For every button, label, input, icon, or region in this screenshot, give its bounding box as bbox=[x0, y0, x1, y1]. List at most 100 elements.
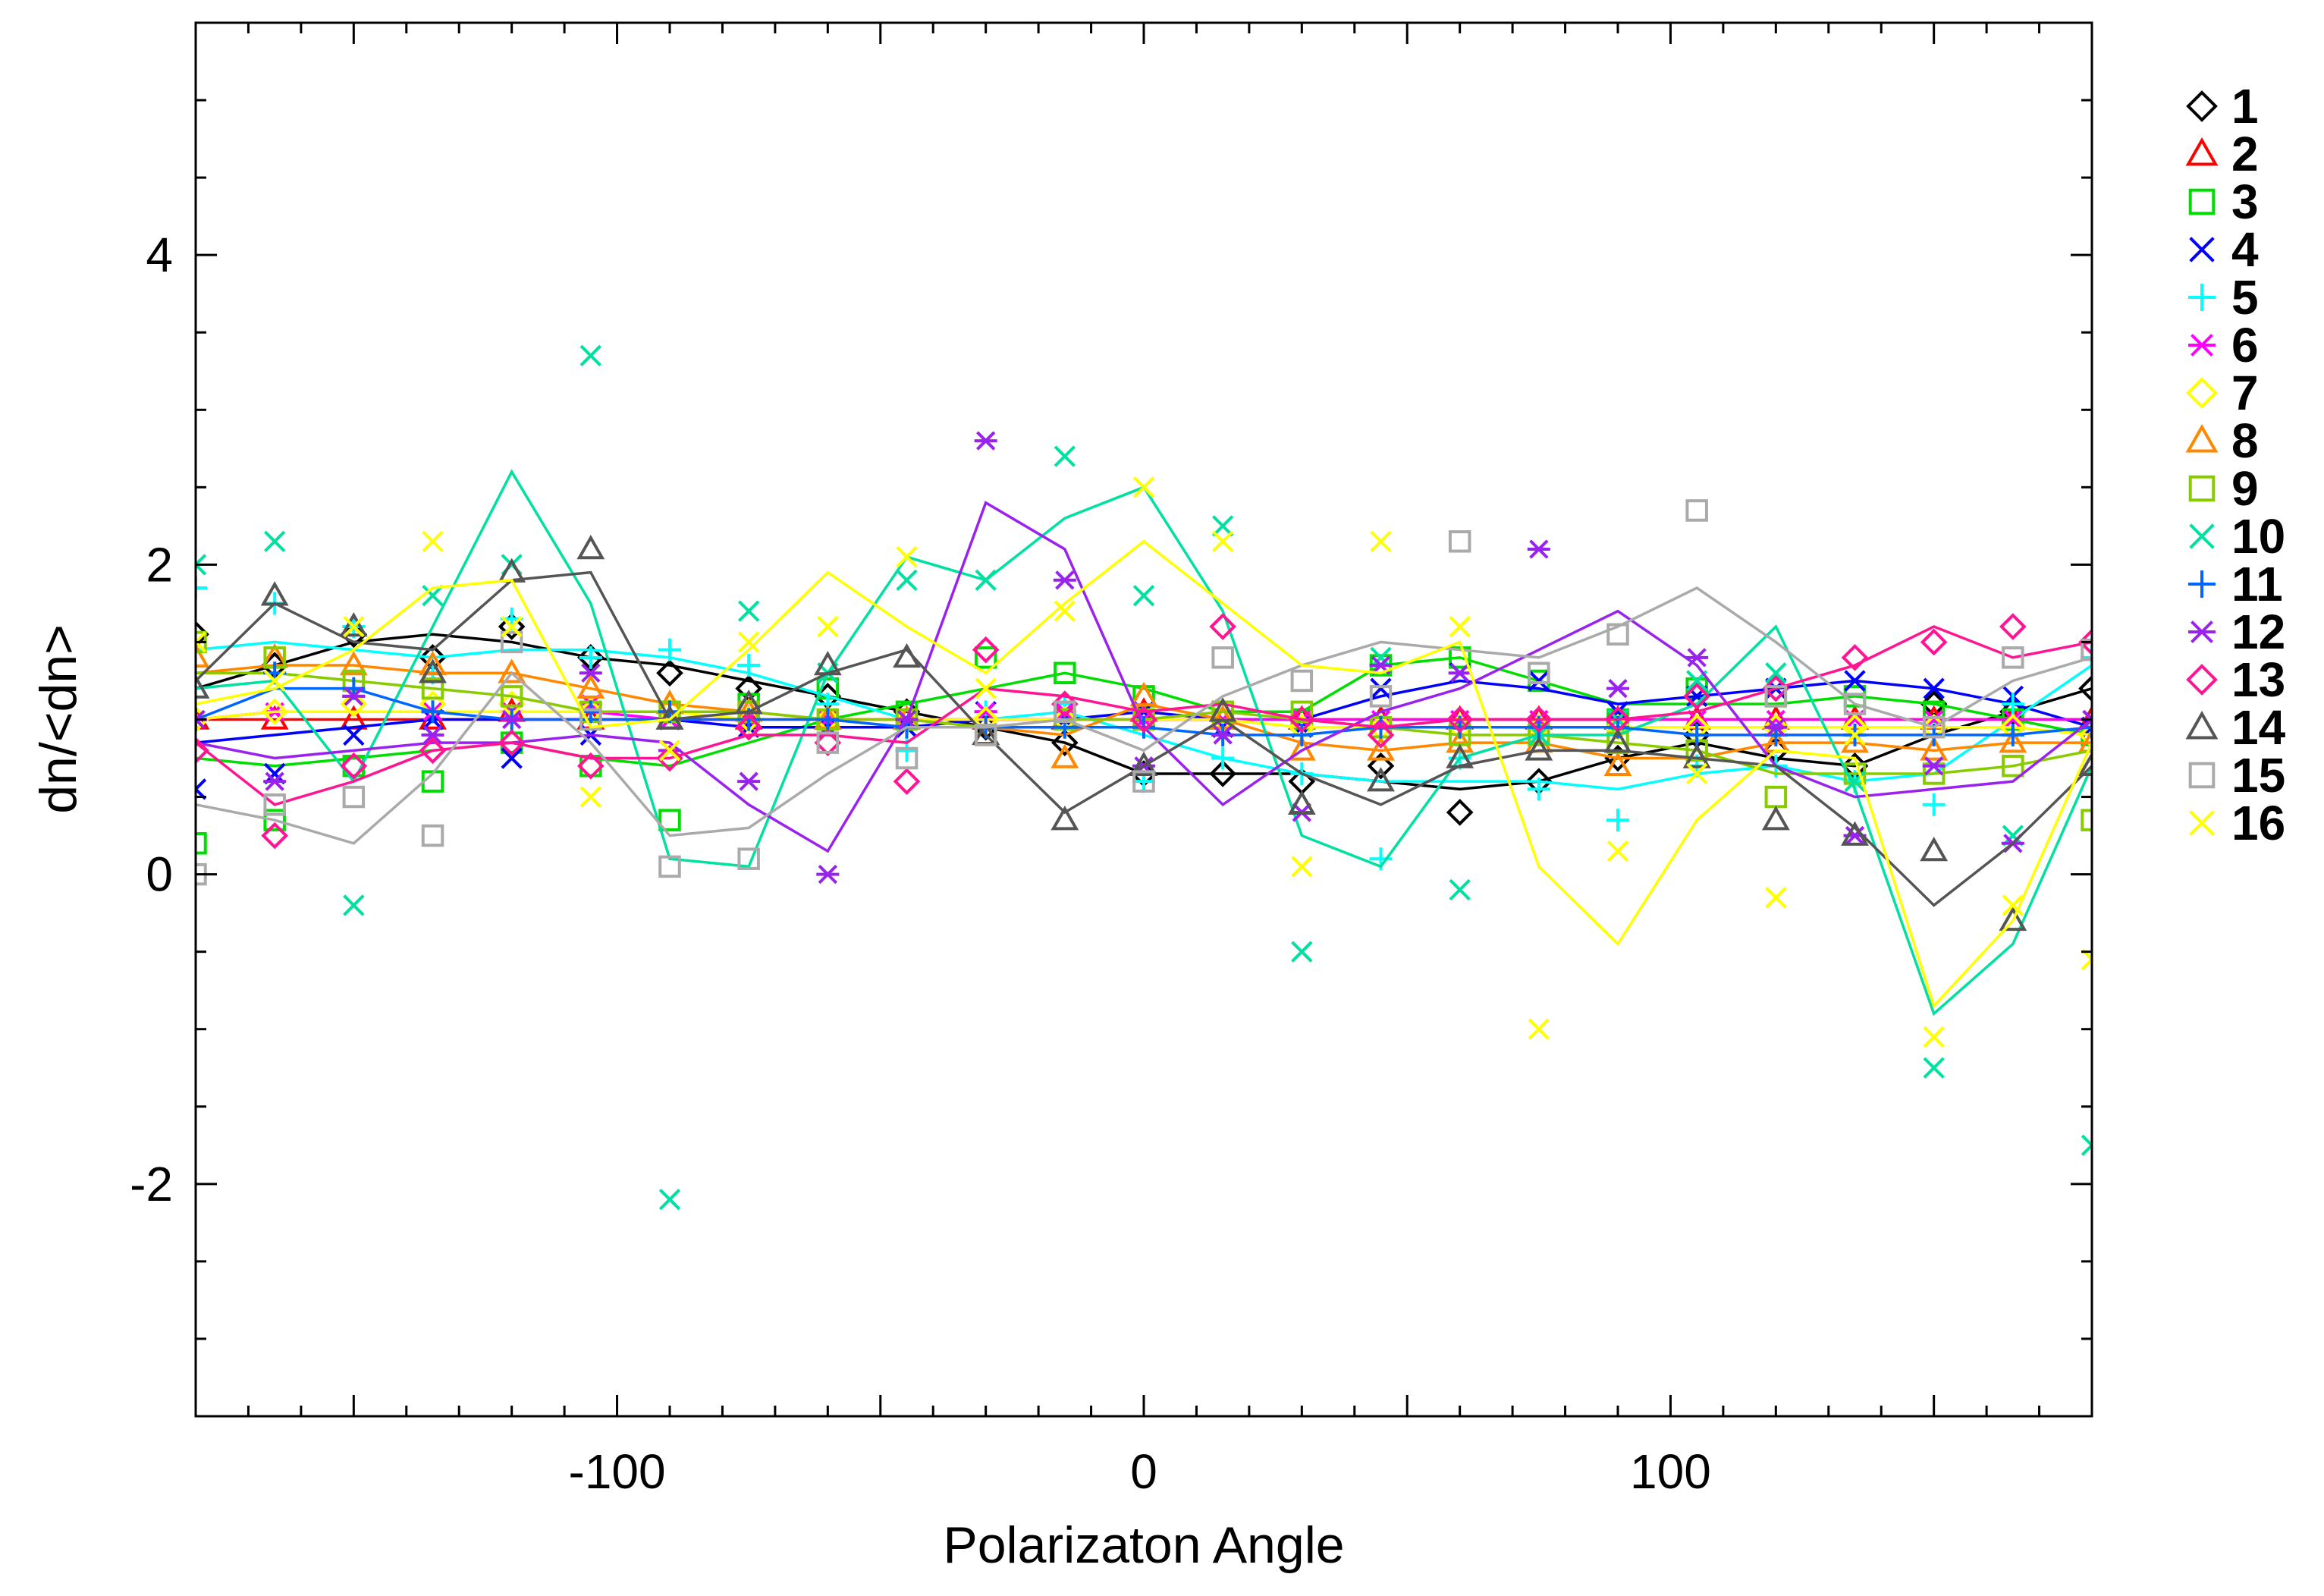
legend-marker bbox=[2186, 377, 2218, 409]
legend-item-7: 7 bbox=[2186, 366, 2259, 420]
legend-marker bbox=[2185, 423, 2219, 453]
data-point bbox=[1129, 681, 1158, 707]
data-point bbox=[264, 670, 286, 692]
data-point bbox=[1527, 778, 1550, 801]
data-point bbox=[734, 690, 763, 715]
data-point bbox=[1367, 767, 1395, 792]
data-point bbox=[1844, 670, 1866, 692]
data-point bbox=[422, 585, 444, 607]
legend-marker bbox=[2189, 810, 2215, 836]
data-point bbox=[1054, 445, 1076, 467]
data-point bbox=[196, 674, 210, 699]
data-point bbox=[1922, 793, 1946, 816]
data-point bbox=[895, 709, 919, 730]
data-point bbox=[263, 771, 287, 791]
data-point bbox=[1604, 744, 1632, 772]
data-point bbox=[2078, 628, 2092, 656]
data-point bbox=[260, 581, 289, 606]
data-point bbox=[1053, 702, 1076, 721]
data-point bbox=[261, 698, 288, 726]
data-point bbox=[1448, 663, 1471, 683]
data-point bbox=[196, 620, 209, 649]
data-point bbox=[1764, 785, 1788, 809]
legend-label: 2 bbox=[2231, 127, 2259, 181]
data-point bbox=[421, 824, 444, 847]
series-line-13 bbox=[196, 625, 2092, 806]
legend-item-9: 9 bbox=[2188, 461, 2259, 516]
data-point bbox=[1446, 705, 1474, 734]
legend-label: 8 bbox=[2231, 413, 2259, 468]
data-point bbox=[339, 651, 368, 676]
data-point bbox=[737, 654, 761, 677]
data-point bbox=[1841, 644, 1869, 671]
data-point bbox=[1920, 628, 1948, 656]
data-point bbox=[264, 530, 286, 552]
legend-item-11: 11 bbox=[2188, 557, 2283, 611]
data-point bbox=[975, 677, 997, 699]
data-point bbox=[1606, 809, 1629, 832]
data-point bbox=[816, 864, 840, 884]
data-point bbox=[1290, 723, 1314, 746]
data-point bbox=[1288, 705, 1316, 734]
legend-item-5: 5 bbox=[2188, 270, 2259, 325]
data-point bbox=[658, 1189, 681, 1211]
series-layer bbox=[196, 344, 2092, 1211]
data-point bbox=[196, 642, 210, 668]
data-point bbox=[816, 708, 840, 731]
data-point bbox=[1685, 648, 1709, 668]
data-point bbox=[342, 785, 366, 809]
x-tick-label: 100 bbox=[1630, 1444, 1711, 1499]
data-point bbox=[1999, 698, 2027, 726]
legend-marker bbox=[2188, 334, 2216, 357]
legend-item-12: 12 bbox=[2188, 605, 2285, 659]
data-point bbox=[1603, 751, 1632, 776]
data-point bbox=[2002, 894, 2024, 916]
data-point bbox=[1367, 721, 1395, 749]
legend-marker bbox=[2189, 523, 2215, 549]
data-point bbox=[1606, 840, 1629, 862]
data-point bbox=[343, 615, 365, 638]
data-point bbox=[1290, 669, 1314, 693]
data-point bbox=[2001, 723, 2024, 746]
data-point bbox=[498, 658, 526, 683]
x-tick-label: 0 bbox=[1130, 1444, 1157, 1499]
data-point bbox=[500, 685, 523, 708]
data-point bbox=[1765, 887, 1787, 909]
data-point bbox=[1528, 1018, 1550, 1040]
data-point bbox=[817, 615, 839, 638]
data-point bbox=[2002, 754, 2024, 778]
data-point bbox=[1683, 683, 1710, 710]
data-point bbox=[1527, 539, 1550, 559]
data-point bbox=[1209, 613, 1236, 640]
data-point bbox=[655, 705, 684, 730]
legend-label: 16 bbox=[2231, 796, 2285, 850]
data-point bbox=[1923, 1026, 1945, 1048]
data-point bbox=[975, 569, 997, 591]
data-point bbox=[658, 638, 681, 661]
legend-marker bbox=[2188, 762, 2216, 789]
legend-marker bbox=[2185, 710, 2219, 740]
data-point bbox=[2078, 721, 2092, 749]
data-point bbox=[579, 663, 602, 683]
data-point bbox=[814, 729, 842, 756]
legend-item-14: 14 bbox=[2185, 700, 2286, 755]
data-point bbox=[2077, 751, 2092, 776]
data-point bbox=[579, 646, 602, 669]
data-point bbox=[972, 636, 1000, 664]
legend-marker bbox=[2186, 90, 2218, 122]
data-point bbox=[500, 709, 523, 730]
data-point bbox=[738, 600, 760, 622]
data-point bbox=[1367, 752, 1395, 780]
data-point bbox=[1764, 685, 1788, 708]
legend-item-4: 4 bbox=[2189, 222, 2259, 277]
data-point bbox=[196, 554, 207, 576]
data-point bbox=[1685, 709, 1709, 730]
y-tick-label: -2 bbox=[130, 1157, 173, 1211]
legend-label: 5 bbox=[2231, 270, 2259, 325]
legend-item-2: 2 bbox=[2185, 127, 2259, 181]
data-point bbox=[656, 744, 683, 772]
legend-label: 9 bbox=[2231, 461, 2259, 516]
data-point bbox=[1132, 476, 1155, 498]
data-point bbox=[658, 740, 681, 762]
data-point bbox=[421, 677, 444, 700]
